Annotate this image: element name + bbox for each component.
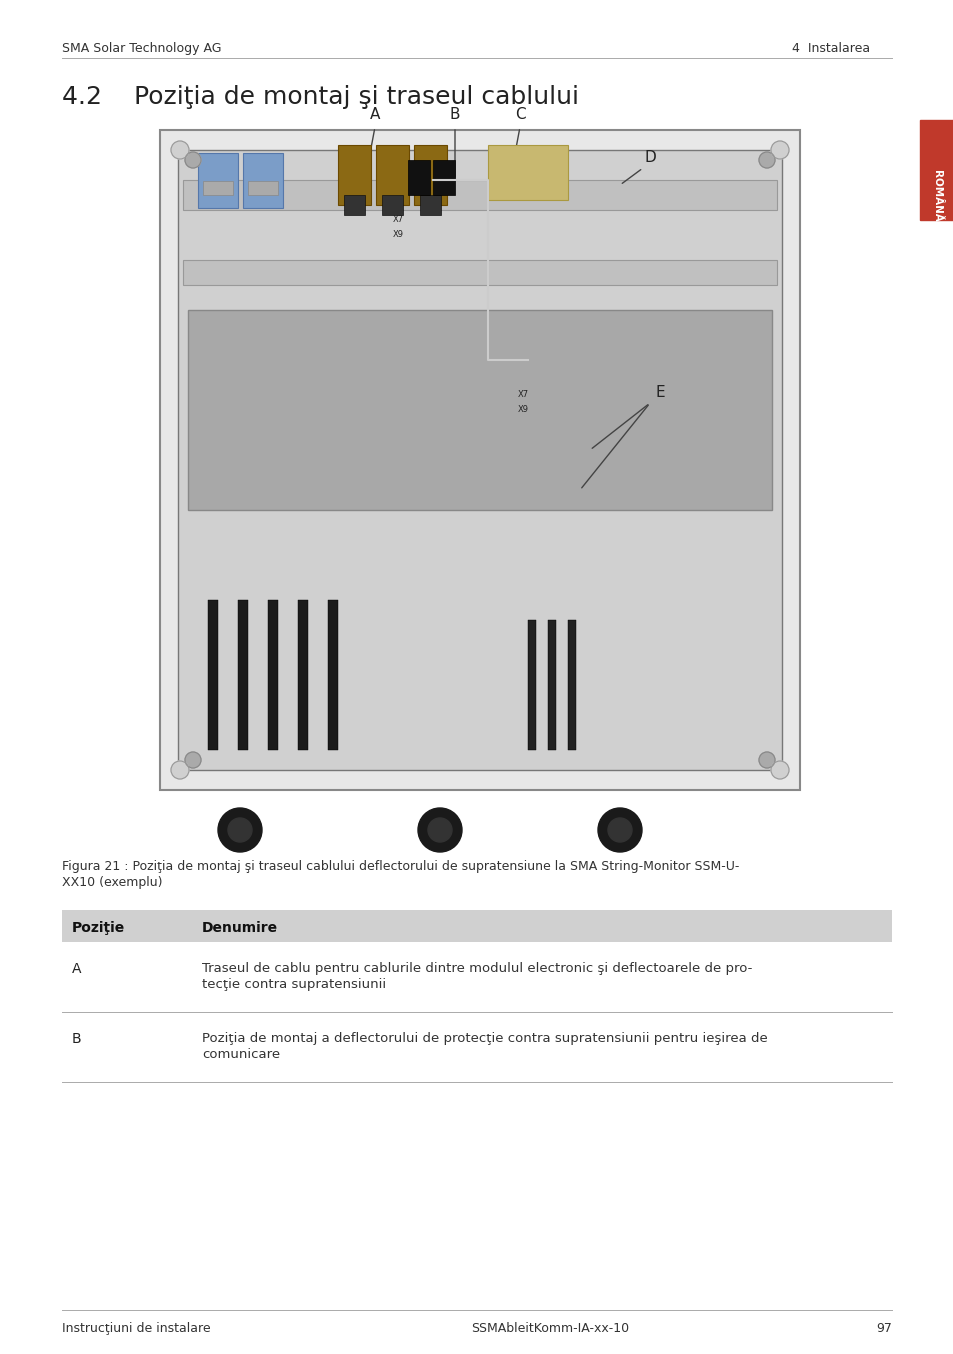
Bar	[188, 310, 771, 510]
Circle shape	[428, 818, 452, 842]
Text: X7: X7	[517, 390, 529, 399]
Bar	[375, 145, 409, 204]
Text: C: C	[515, 107, 525, 122]
Bar	[344, 195, 365, 215]
Bar	[160, 130, 800, 789]
Bar	[408, 160, 430, 195]
Bar	[527, 620, 536, 750]
Bar	[547, 620, 556, 750]
Bar	[183, 180, 776, 210]
Bar	[203, 181, 233, 195]
Circle shape	[607, 818, 631, 842]
Circle shape	[598, 808, 641, 852]
Circle shape	[759, 751, 774, 768]
Text: X9: X9	[517, 405, 529, 414]
Text: 97: 97	[875, 1322, 891, 1335]
Bar	[183, 260, 776, 284]
Bar	[328, 600, 337, 750]
Bar	[381, 195, 402, 215]
Text: D: D	[643, 150, 655, 165]
Text: comunicare: comunicare	[202, 1048, 280, 1062]
Bar	[178, 150, 781, 770]
Text: 4  Instalarea: 4 Instalarea	[791, 42, 869, 56]
Bar	[208, 600, 218, 750]
Text: A: A	[370, 107, 380, 122]
Text: B: B	[71, 1032, 82, 1047]
Text: SMA Solar Technology AG: SMA Solar Technology AG	[62, 42, 221, 56]
Circle shape	[185, 152, 201, 168]
Text: 4.2    Poziţia de montaj şi traseul cablului: 4.2 Poziţia de montaj şi traseul cablulu…	[62, 85, 578, 110]
Circle shape	[171, 761, 189, 779]
Text: Denumire: Denumire	[202, 921, 278, 936]
Circle shape	[759, 152, 774, 168]
Text: ROMÂNĂ: ROMÂNĂ	[931, 171, 941, 222]
Text: B: B	[449, 107, 459, 122]
Bar	[268, 600, 277, 750]
Bar	[62, 910, 891, 942]
Bar	[419, 195, 440, 215]
Bar	[248, 181, 277, 195]
Text: Traseul de cablu pentru cablurile dintre modulul electronic şi deflectoarele de : Traseul de cablu pentru cablurile dintre…	[202, 961, 752, 975]
Bar	[237, 600, 248, 750]
Text: Figura 21 : Poziţia de montaj şi traseul cablului deflectorului de supratensiune: Figura 21 : Poziţia de montaj şi traseul…	[62, 860, 739, 873]
Bar	[433, 160, 455, 195]
Bar	[337, 145, 371, 204]
Bar	[414, 145, 447, 204]
Circle shape	[218, 808, 262, 852]
Circle shape	[185, 751, 201, 768]
Circle shape	[171, 141, 189, 158]
Bar	[198, 153, 237, 209]
Text: SSMAbleitKomm-IA-xx-10: SSMAbleitKomm-IA-xx-10	[471, 1322, 628, 1335]
Text: Poziţie: Poziţie	[71, 921, 125, 936]
Bar	[488, 145, 567, 200]
Bar	[297, 600, 308, 750]
Text: Instrucţiuni de instalare: Instrucţiuni de instalare	[62, 1322, 211, 1335]
Text: Poziţia de montaj a deflectorului de protecţie contra supratensiunii pentru ieşi: Poziţia de montaj a deflectorului de pro…	[202, 1032, 767, 1045]
Text: tecţie contra supratensiunii: tecţie contra supratensiunii	[202, 978, 386, 991]
Text: XX10 (exemplu): XX10 (exemplu)	[62, 876, 162, 890]
Bar	[919, 121, 953, 219]
Circle shape	[770, 761, 788, 779]
Bar	[243, 153, 283, 209]
Bar	[567, 620, 576, 750]
Text: X9: X9	[392, 230, 403, 240]
Text: X7: X7	[392, 215, 403, 223]
Circle shape	[228, 818, 252, 842]
Circle shape	[770, 141, 788, 158]
Text: A: A	[71, 961, 81, 976]
Text: E: E	[655, 385, 664, 399]
Circle shape	[417, 808, 461, 852]
